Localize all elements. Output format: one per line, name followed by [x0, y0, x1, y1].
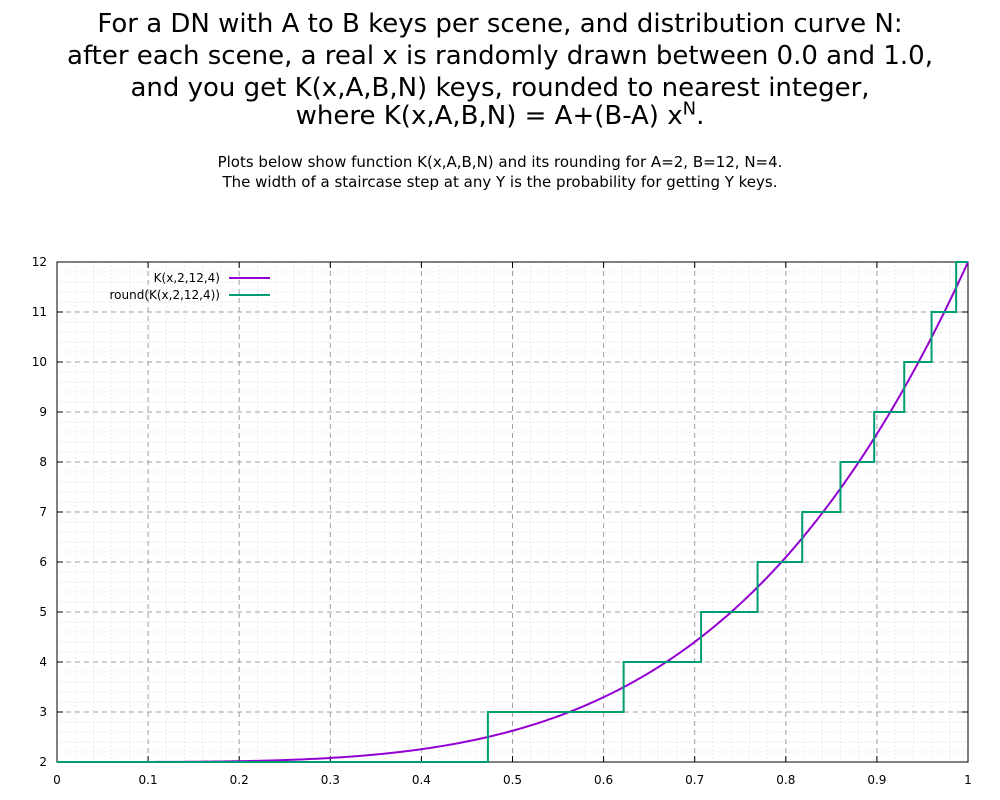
legend-label: round(K(x,2,12,4)) — [109, 288, 220, 302]
y-tick-label: 10 — [32, 355, 47, 369]
staircase-line — [57, 261, 968, 763]
y-tick-label: 11 — [32, 305, 47, 319]
legend-label: K(x,2,12,4) — [154, 271, 220, 285]
y-tick-label: 2 — [39, 755, 47, 769]
y-tick-label: 8 — [39, 455, 47, 469]
title-line-2: after each scene, a real x is randomly d… — [67, 41, 933, 71]
x-tick-label: 0.6 — [594, 773, 613, 787]
title-line-4: where K(x,A,B,N) = A+(B-A) xN. — [0, 100, 1000, 131]
subtitle-line-1: Plots below show function K(x,A,B,N) and… — [217, 153, 783, 171]
y-tick-label: 12 — [32, 255, 47, 269]
x-tick-label: 0.4 — [412, 773, 431, 787]
y-tick-label: 3 — [39, 705, 47, 719]
x-tick-label: 0.8 — [776, 773, 795, 787]
legend: K(x,2,12,4) round(K(x,2,12,4)) — [109, 271, 270, 302]
y-tick-label: 4 — [39, 655, 47, 669]
series — [57, 261, 969, 763]
x-tick-label: 0.2 — [230, 773, 249, 787]
chart-title: For a DN with A to B keys per scene, and… — [0, 8, 1000, 131]
y-tick-label: 9 — [39, 405, 47, 419]
chart-subtitle: Plots below show function K(x,A,B,N) and… — [0, 152, 1000, 192]
title-exponent: N — [682, 98, 697, 120]
x-tick-label: 0.9 — [867, 773, 886, 787]
y-tick-label: 7 — [39, 505, 47, 519]
x-tick-label: 0.7 — [685, 773, 704, 787]
x-tick-label: 1 — [964, 773, 972, 787]
x-tick-label: 0 — [53, 773, 61, 787]
title-formula: where K(x,A,B,N) = A+(B-A) x — [295, 101, 683, 131]
axes: 0 0.1 0.2 0.3 0.4 0.5 0.6 0.7 0.8 0.9 123456789101… — [32, 255, 972, 787]
subtitle-line-2: The width of a staircase step at any Y i… — [222, 173, 778, 191]
x-tick-label: 0.5 — [503, 773, 522, 787]
y-tick-label: 6 — [39, 555, 47, 569]
x-tick-label: 0.1 — [139, 773, 158, 787]
title-period: . — [696, 101, 705, 131]
title-line-1: For a DN with A to B keys per scene, and… — [97, 9, 903, 39]
x-tick-label: 0.3 — [321, 773, 340, 787]
title-line-3: and you get K(x,A,B,N) keys, rounded to … — [130, 73, 870, 103]
y-tick-label: 5 — [39, 605, 47, 619]
